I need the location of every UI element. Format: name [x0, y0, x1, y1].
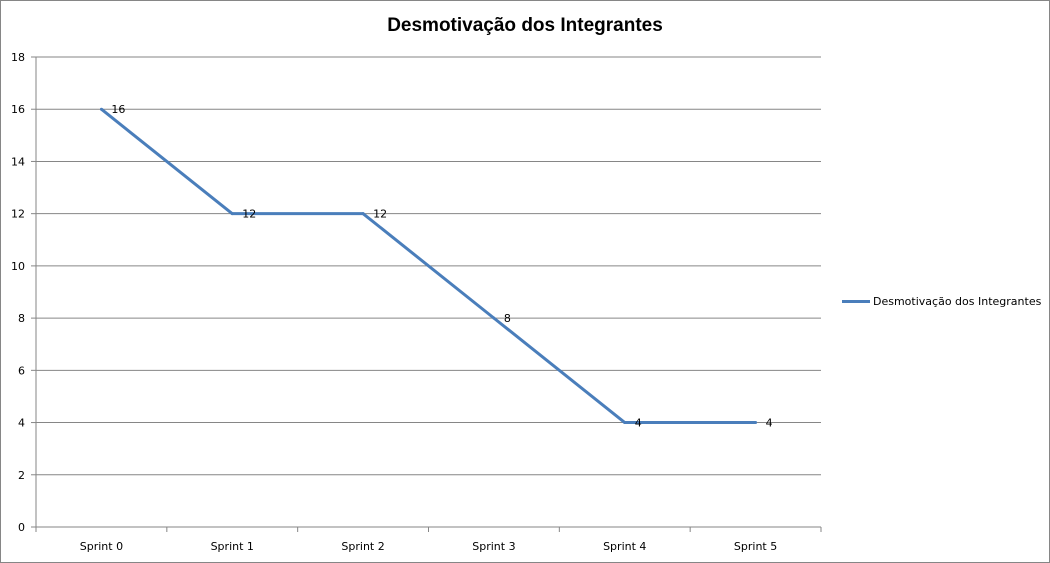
x-tick-label: Sprint 3: [472, 540, 515, 553]
y-tick-label: 18: [11, 51, 25, 64]
legend: Desmotivação dos Integrantes: [842, 295, 1041, 308]
data-label: 12: [373, 208, 387, 221]
y-tick-label: 0: [18, 521, 25, 534]
data-label: 8: [504, 312, 511, 325]
data-label: 16: [111, 103, 125, 116]
data-point: [623, 421, 627, 425]
x-tick-label: Sprint 1: [211, 540, 254, 553]
y-tick-label: 8: [18, 312, 25, 325]
data-point: [230, 212, 234, 216]
chart-title: Desmotivação dos Integrantes: [387, 15, 663, 36]
series-line: [100, 108, 756, 425]
x-tick-label: Sprint 2: [341, 540, 384, 553]
y-tick-label: 14: [11, 155, 25, 168]
legend-label: Desmotivação dos Integrantes: [873, 295, 1042, 308]
y-tick-label: 12: [11, 208, 25, 221]
data-label: 4: [766, 417, 773, 430]
y-tick-label: 4: [18, 417, 25, 430]
x-tick-label: Sprint 0: [80, 540, 123, 553]
y-tick-label: 2: [18, 469, 25, 482]
data-label: 4: [635, 417, 642, 430]
y-tick-label: 6: [18, 364, 25, 377]
data-point: [754, 421, 758, 425]
data-label: 12: [242, 208, 256, 221]
legend-swatch: [842, 300, 870, 303]
data-point: [361, 212, 365, 216]
x-tick-label: Sprint 4: [603, 540, 646, 553]
data-point: [99, 107, 103, 111]
y-tick-label: 10: [11, 260, 25, 273]
y-tick-label: 16: [11, 103, 25, 116]
data-point: [492, 316, 496, 320]
x-tick-label: Sprint 5: [734, 540, 777, 553]
